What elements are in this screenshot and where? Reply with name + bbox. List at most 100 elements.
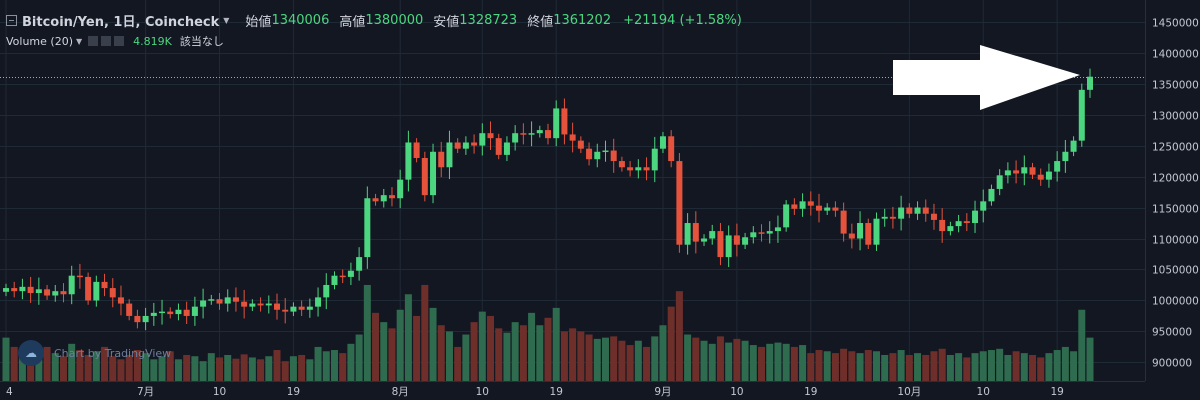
candle (963, 213, 970, 232)
volume-bar (437, 325, 445, 381)
candle (569, 122, 576, 153)
candle-body (972, 210, 979, 224)
candle-body (750, 232, 757, 238)
volume-bar (470, 322, 478, 381)
volume-bar (503, 332, 511, 381)
candle-body (618, 161, 625, 168)
candle (52, 284, 59, 302)
candle (807, 191, 814, 216)
candles (3, 68, 1093, 331)
candle (109, 278, 116, 308)
candle-body (430, 151, 437, 196)
candle (101, 273, 108, 297)
candle-body (167, 311, 174, 315)
candle (11, 281, 18, 298)
candle (733, 223, 740, 257)
y-tick-label: 1400000 (1152, 49, 1199, 61)
volume-label[interactable]: Volume (20) (6, 34, 73, 48)
candle (684, 213, 691, 255)
volume-bar (684, 334, 692, 381)
candle (668, 130, 675, 168)
volume-bar (191, 356, 199, 381)
settings-icon[interactable] (101, 36, 112, 46)
high-value: 1380000 (365, 12, 424, 28)
candle (651, 136, 658, 183)
candle-body (1087, 76, 1093, 90)
close-icon[interactable] (114, 36, 125, 46)
candle (257, 297, 264, 312)
volume-bar (84, 354, 92, 381)
candle (717, 223, 724, 266)
candle-body (701, 238, 708, 242)
candle-body (503, 142, 510, 155)
candle (216, 293, 223, 310)
volume-bar (363, 284, 371, 381)
candle-body (725, 235, 732, 258)
candle (446, 130, 453, 180)
close-value: 1361202 (553, 12, 612, 28)
candle-body (3, 288, 9, 292)
candle-body (668, 136, 675, 162)
candle (774, 215, 781, 243)
eye-icon[interactable] (88, 36, 99, 46)
candle (462, 136, 469, 155)
volume-bar (404, 294, 412, 381)
volume-bar (716, 336, 724, 381)
candle (191, 296, 198, 326)
volume-bar (872, 351, 880, 381)
candle-body (545, 130, 551, 139)
candle-body (290, 306, 297, 312)
volume-bar (651, 336, 659, 381)
volume-bar (626, 345, 634, 381)
candle (1087, 68, 1093, 98)
tradingview-watermark[interactable]: ☁ Chart by TradingView (18, 340, 171, 366)
volume-bar (330, 350, 338, 381)
volume-bar (174, 359, 182, 381)
candle-body (315, 297, 322, 307)
chevron-down-icon[interactable]: ▼ (223, 15, 230, 25)
watermark-text: Chart by TradingView (54, 346, 172, 360)
symbol-title[interactable]: Bitcoin/Yen, 1日, Coincheck (22, 14, 220, 30)
volume-bar (1012, 351, 1020, 381)
candle (306, 298, 313, 318)
candle (290, 302, 297, 316)
volume-chevron-icon[interactable]: ▼ (76, 36, 83, 46)
candle-body (791, 204, 798, 209)
volume-bar (232, 358, 240, 381)
candle (364, 186, 371, 269)
candle-body (1062, 151, 1069, 162)
candle (816, 193, 822, 223)
volume-bar (101, 346, 109, 381)
volume-bar (1029, 354, 1037, 381)
volume-bar (1086, 337, 1094, 381)
volume-bar (76, 350, 84, 381)
volume-bar (675, 291, 683, 381)
candle (315, 287, 322, 317)
symbol-legend: Bitcoin/Yen, 1日, Coincheck ▼ 始値 1340006 … (6, 11, 742, 30)
candle (799, 193, 806, 217)
candle (955, 214, 962, 233)
candle-body (200, 300, 207, 307)
collapse-icon[interactable] (6, 14, 17, 26)
candle (602, 140, 609, 162)
candle-body (413, 142, 420, 158)
volume-bar (133, 350, 141, 381)
candle (232, 287, 239, 312)
candle-body (364, 198, 371, 258)
price-axis-bg (1145, 0, 1200, 400)
candle-body (306, 306, 313, 310)
y-tick-label: 900000 (1152, 358, 1192, 370)
volume-bar (799, 345, 807, 381)
candle (1078, 83, 1085, 147)
price-axis[interactable]: 900000 950000 1000000 1050000 1100000 1150000… (1145, 0, 1200, 400)
candle-body (1054, 161, 1061, 172)
candle-body (68, 275, 75, 295)
candle-body (848, 233, 855, 239)
volume-bar (445, 331, 453, 381)
volume-bar (536, 325, 544, 381)
volume-bar (372, 312, 380, 381)
x-tick-label: 10 (476, 386, 489, 398)
time-axis[interactable]: 4 7月 10 19 8月 10 19 9月 10 19 10月 10 19 (0, 381, 1145, 399)
candle (282, 297, 289, 324)
